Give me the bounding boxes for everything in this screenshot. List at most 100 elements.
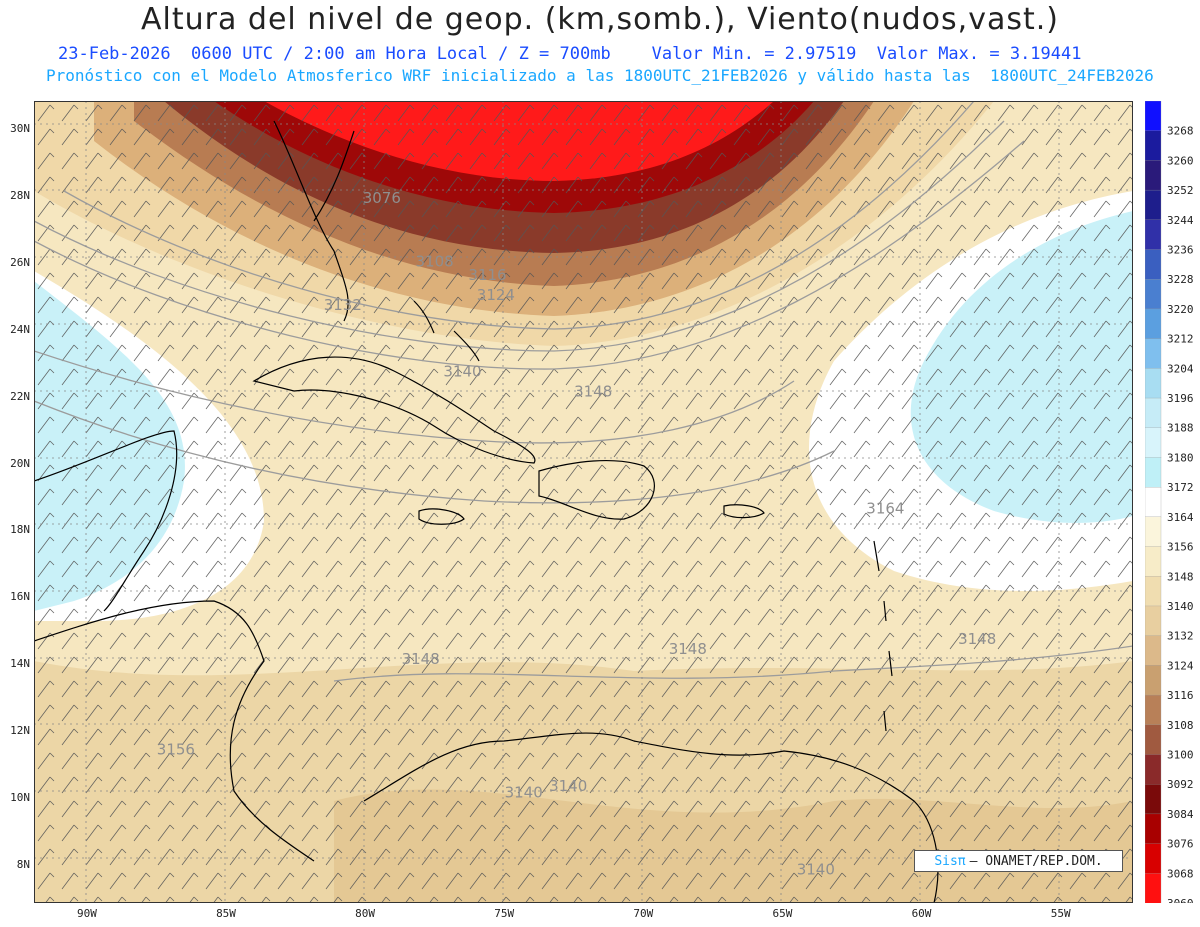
credit-box: Sisπ – ONAMET/REP.DOM. [914,850,1123,872]
colorbar-swatch [1145,576,1162,607]
lat-tick-label: 18N [10,523,30,537]
contour-label: 3148 [402,650,440,668]
colorbar-label: 3260 [1167,154,1194,167]
colorbar-label: 3148 [1167,570,1194,583]
contour-label: 3140 [443,363,481,381]
colorbar-label: 3164 [1167,511,1194,524]
colorbar-label: 3124 [1167,659,1194,672]
lat-tick-label: 28N [10,189,30,203]
contour-label: 3164 [866,500,904,518]
valid-time-line: 23-Feb-2026 0600 UTC / 2:00 am Hora Loca… [58,44,1082,64]
contour-label: 3116 [468,266,506,284]
colorbar-swatch [1145,784,1162,815]
colorbar-swatch [1145,338,1162,369]
colorbar-label: 3244 [1167,214,1194,227]
colorbar-swatch [1145,754,1162,785]
colorbar-swatch [1145,427,1162,459]
colorbar-label: 3060 [1167,897,1194,903]
contour-label: 3148 [669,640,707,658]
lon-tick-label: 80W [355,907,376,920]
coastlines [34,120,939,903]
colorbar-label: 3100 [1167,749,1194,762]
contour-label: 3148 [574,383,612,401]
colorbar-label: 3204 [1167,362,1194,375]
colorbar-swatch [1145,189,1162,221]
colorbar-label: 3068 [1167,867,1194,880]
colorbar-swatch [1145,724,1162,756]
contour-label: 3140 [549,777,587,795]
contour-label: 3132 [324,296,362,314]
colorbar-label: 3180 [1167,451,1194,464]
colorbar-swatch [1145,546,1162,577]
colorbar-label: 3236 [1167,244,1194,257]
colorbar-swatch [1145,130,1162,162]
model-info-line: Pronóstico con el Modelo Atmosferico WRF… [46,66,1154,85]
lon-tick-label: 60W [911,907,932,920]
hispaniola [538,459,655,520]
colorbar: 3268 3260 3252 3244 3236 3228 3220 3212 3204 3196… [1145,101,1194,903]
colorbar-swatch [1145,457,1162,488]
contour-label: 3124 [477,286,515,304]
lat-tick-label: 20N [10,456,30,470]
puerto-rico [723,504,765,519]
contour-label: 3108 [416,252,454,270]
lat-tick-label: 8N [16,857,30,871]
lat-tick-label: 12N [10,723,30,737]
lon-tick-label: 55W [1050,907,1071,920]
colorbar-swatch [1145,308,1162,340]
map-title: Altura del nivel de geop. (km,somb.), Vi… [141,2,1059,37]
colorbar-label: 3212 [1167,333,1194,346]
colorbar-swatch [1145,694,1162,726]
contour-label: 3148 [958,630,996,648]
colorbar-swatch [1145,486,1162,518]
lat-tick-label: 10N [10,790,30,804]
colorbar-label: 3196 [1167,392,1194,405]
colorbar-label: 3172 [1167,481,1194,494]
jamaica [418,508,465,525]
colorbar-swatch [1145,249,1162,280]
colorbar-swatch [1145,635,1162,667]
colorbar-label: 3252 [1167,184,1194,197]
lat-tick-label: 26N [10,256,30,270]
colorbar-label: 3084 [1167,808,1194,821]
colorbar-label: 3092 [1167,778,1194,791]
lon-tick-label: 85W [216,907,236,920]
colorbar-swatch [1145,516,1162,548]
graticule [34,101,1133,903]
lon-tick-label: 90W [76,907,97,920]
bahamas [413,300,480,362]
yucatan-coast [34,430,178,612]
colorbar-swatch [1145,873,1162,903]
lon-tick-label: 65W [772,907,793,920]
lat-tick-label: 30N [10,122,30,136]
brand-logo: Sisπ [934,853,966,869]
geopotential-map: 3076 3108 3116 3124 3132 3140 3148 3164 3148 3148… [34,101,1133,903]
colorbar-label: 3188 [1167,422,1194,435]
colorbar-label: 3076 [1167,838,1194,851]
contour-labels: 3076 3108 3116 3124 3132 3140 3148 3164 3148 3148… [157,189,996,879]
colorbar-swatch [1145,101,1162,132]
lesser-antilles [873,540,893,732]
contour-label: 3076 [363,189,401,207]
colorbar-swatch [1145,219,1162,251]
colorbar-label: 3220 [1167,303,1194,316]
central-america [34,600,315,862]
colorbar-label: 3116 [1167,689,1194,702]
contour-label: 3140 [797,861,835,879]
colorbar-swatch [1145,813,1162,845]
lat-tick-label: 14N [10,657,30,671]
colorbar-swatch [1145,605,1162,637]
lat-tick-label: 16N [10,590,30,604]
florida-coast [273,120,355,322]
contour-label: 3140 [505,784,543,802]
colorbar-swatch [1145,397,1162,429]
south-america-coast [363,732,939,903]
colorbar-label: 3156 [1167,541,1194,554]
colorbar-label: 3132 [1167,630,1194,643]
colorbar-swatch [1145,665,1162,696]
credit-text: – ONAMET/REP.DOM. [969,853,1103,869]
colorbar-swatch [1145,843,1162,874]
lat-tick-label: 22N [10,389,30,403]
contour-lines [34,101,1133,682]
lat-tick-label: 24N [10,322,30,336]
